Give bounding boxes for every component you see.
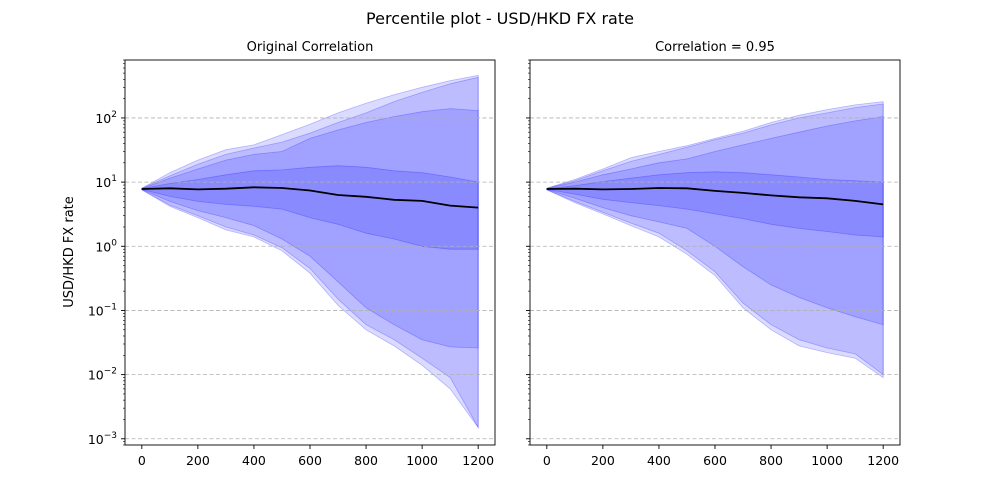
x-tick-label-4: 800 [354, 453, 378, 468]
median-line [141, 186, 479, 209]
x-tick-label-2: 400 [242, 453, 266, 468]
percentile-band-1 [141, 76, 479, 430]
y-tick-label-1: 10−2 [88, 367, 117, 383]
figure-title: Percentile plot - USD/HKD FX rate [366, 9, 634, 28]
y-gridlines [530, 117, 900, 440]
percentile-band-0 [141, 74, 479, 429]
median-line-group [141, 186, 479, 209]
axes: 0 200 400 600 800 1000 1200 10−3 10−2 10−1 100 101 1… [88, 59, 496, 468]
panel-original-correlation: Original Correlation 0 200 400 600 800 1000 12… [88, 40, 496, 468]
y-tick-label-0: 10−3 [88, 431, 117, 447]
x-tick-label-5: 1000 [406, 453, 438, 468]
percentile-bands [141, 74, 479, 430]
y-gridlines [125, 117, 495, 440]
x-tick-label-3: 600 [298, 453, 322, 468]
x-tick-label-1: 200 [186, 453, 210, 468]
y-tick-label-3: 100 [95, 238, 117, 254]
x-tick-label-4: 800 [759, 453, 783, 468]
x-tick-label-3: 600 [703, 453, 727, 468]
percentile-band-0 [546, 101, 884, 379]
percentile-band-2 [546, 116, 884, 326]
axes: 0 200 400 600 800 1000 1200 [526, 59, 901, 468]
x-tick-label-1: 200 [591, 453, 615, 468]
percentile-band-3 [141, 165, 479, 250]
y-tick-label-5: 102 [95, 110, 117, 126]
panel-title: Original Correlation [247, 40, 374, 55]
panel-correlation-095: Correlation = 0.95 0 200 400 600 800 1000 1200 [526, 40, 901, 468]
x-tick-label-2: 400 [647, 453, 671, 468]
y-tick-label-4: 101 [95, 174, 117, 190]
y-axis-label: USD/HKD FX rate [62, 196, 77, 308]
x-tick-label-0: 0 [543, 453, 551, 468]
percentile-band-2 [141, 108, 479, 349]
x-tick-label-6: 1200 [867, 453, 899, 468]
x-tick-label-6: 1200 [462, 453, 494, 468]
panel-title: Correlation = 0.95 [655, 40, 775, 55]
x-tick-label-0: 0 [138, 453, 146, 468]
percentile-bands [546, 101, 884, 379]
median-line [546, 187, 884, 206]
percentile-band-3 [546, 171, 884, 238]
y-tick-label-2: 10−1 [88, 302, 117, 318]
x-tick-label-5: 1000 [811, 453, 843, 468]
median-line-group [546, 187, 884, 206]
